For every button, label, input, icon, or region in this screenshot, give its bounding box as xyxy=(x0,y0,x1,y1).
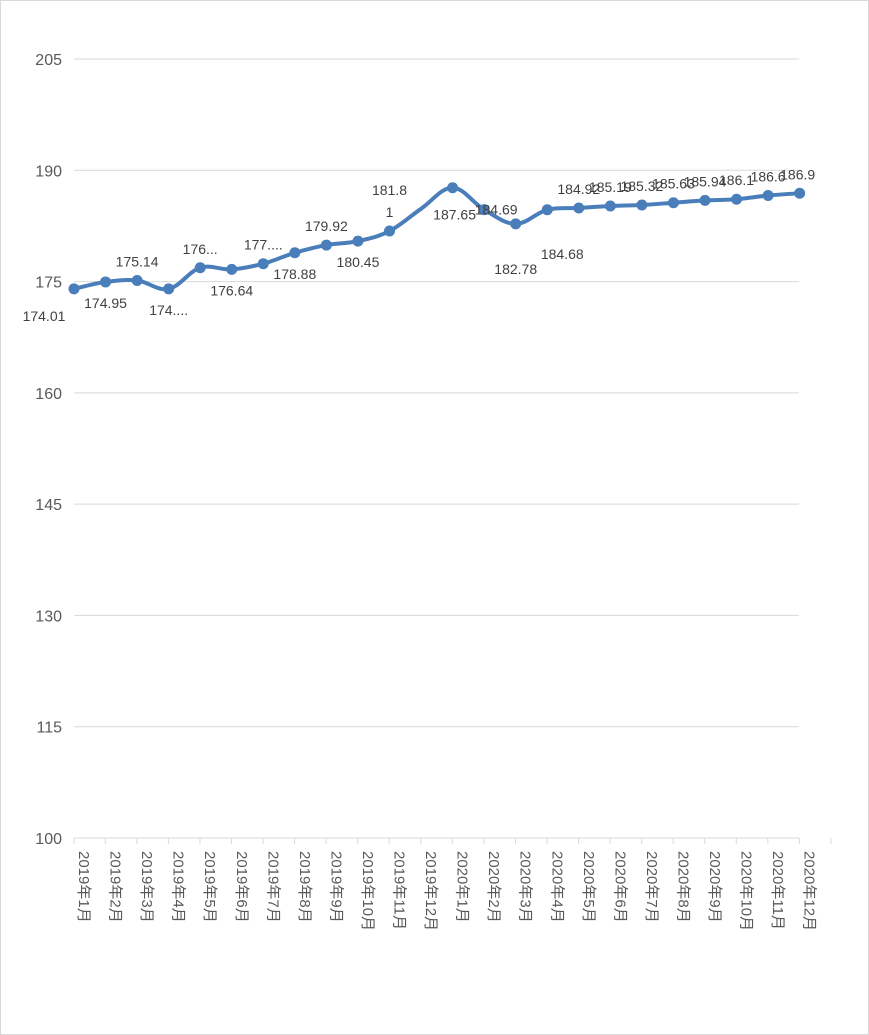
data-point xyxy=(604,200,616,212)
data-point xyxy=(131,275,143,287)
data-point xyxy=(731,193,743,205)
data-point xyxy=(352,235,364,247)
x-tick-label: 2020年2月 xyxy=(485,851,502,923)
y-tick-label: 130 xyxy=(35,608,62,625)
data-point xyxy=(667,197,679,209)
data-point xyxy=(541,204,553,216)
data-point xyxy=(478,204,490,216)
data-label: 184.92 xyxy=(557,181,600,197)
x-tick-label: 2020年8月 xyxy=(674,851,691,923)
x-tick-label: 2020年6月 xyxy=(611,851,628,923)
series-line xyxy=(72,185,802,292)
data-label: 186.9 xyxy=(780,166,815,182)
data-point xyxy=(762,190,774,202)
x-tick-label: 2019年11月 xyxy=(391,851,408,930)
x-tick-label: 2019年5月 xyxy=(201,851,218,923)
y-tick-label: 175 xyxy=(35,275,62,292)
data-point xyxy=(636,199,648,211)
data-point xyxy=(384,225,395,237)
data-label: 180.45 xyxy=(337,254,380,270)
x-tick-label: 2020年10月 xyxy=(738,851,755,931)
data-point xyxy=(194,262,206,274)
data-label: 177.... xyxy=(244,237,283,253)
x-tick-label: 2019年2月 xyxy=(107,851,124,923)
y-tick-label: 145 xyxy=(35,497,62,514)
x-tick-label: 2020年11月 xyxy=(769,851,786,930)
data-label: 182.78 xyxy=(494,261,537,277)
y-tick-label: 190 xyxy=(35,163,62,180)
y-tick-label: 100 xyxy=(35,831,62,848)
data-label: 174.... xyxy=(149,302,188,318)
x-tick-label: 2020年3月 xyxy=(517,851,534,923)
data-label: 174.95 xyxy=(84,295,127,311)
data-point xyxy=(100,276,112,288)
x-tick-label: 2019年7月 xyxy=(264,851,281,923)
x-tick-label: 2019年8月 xyxy=(296,851,313,923)
data-label: 178.88 xyxy=(273,266,316,282)
y-tick-label: 115 xyxy=(36,720,62,737)
data-label: 185.19 xyxy=(589,179,632,195)
x-tick-label: 2020年5月 xyxy=(580,851,597,923)
x-tick-label: 2019年3月 xyxy=(138,851,155,923)
x-tick-label: 2019年12月 xyxy=(422,851,439,931)
data-point xyxy=(699,194,711,206)
data-label: 186.1 xyxy=(719,172,754,188)
data-label: 174.01 xyxy=(23,308,66,324)
x-tick-label: 2020年4月 xyxy=(548,851,565,923)
data-label: 185.94 xyxy=(684,173,727,189)
data-label: 185.63 xyxy=(652,176,695,192)
data-label: 184.69 xyxy=(475,202,518,218)
data-label: 176... xyxy=(183,241,218,257)
data-label: 176.64 xyxy=(210,282,253,298)
x-tick-label: 2020年7月 xyxy=(643,851,660,923)
data-point xyxy=(320,239,332,251)
x-tick-label: 2019年1月 xyxy=(75,851,92,923)
x-tick-label: 2020年9月 xyxy=(706,851,723,923)
data-label: 175.14 xyxy=(116,254,159,270)
data-point xyxy=(163,283,175,295)
data-labels: 174.01 174.95 175.14 174.... 176... 176.64 177… xyxy=(23,166,816,324)
data-label: 185.32 xyxy=(620,178,663,194)
y-axis-tick-labels: 100 115 130 145 160 175 190 205 xyxy=(35,52,62,848)
data-point xyxy=(68,283,80,295)
data-point xyxy=(226,263,238,275)
data-point xyxy=(289,247,301,259)
x-tick-label: 2020年1月 xyxy=(454,851,471,923)
y-tick-label: 160 xyxy=(35,386,62,403)
data-label: 187.65 xyxy=(433,207,476,223)
x-tick-label: 2019年4月 xyxy=(170,851,187,923)
gridlines xyxy=(74,58,799,728)
data-point xyxy=(573,202,585,214)
data-label: 179.92 xyxy=(305,218,348,234)
data-point xyxy=(257,258,269,270)
x-axis: 2019年1月 2019年2月 2019年3月 2019年4月 2019年5月 2019年… xyxy=(73,837,832,931)
x-tick-label: 2020年12月 xyxy=(801,851,818,931)
data-label: 181.8 1 xyxy=(372,182,407,220)
data-point xyxy=(510,218,522,230)
x-tick-label: 2019年10月 xyxy=(359,851,376,931)
series xyxy=(68,182,806,295)
data-point xyxy=(794,187,806,199)
x-tick-label: 2019年9月 xyxy=(327,851,344,923)
data-label: 186.6 xyxy=(751,169,786,185)
data-label: 184.68 xyxy=(541,246,584,262)
y-tick-label: 205 xyxy=(35,52,62,69)
data-point xyxy=(447,182,459,194)
x-tick-label: 2019年6月 xyxy=(233,851,250,923)
